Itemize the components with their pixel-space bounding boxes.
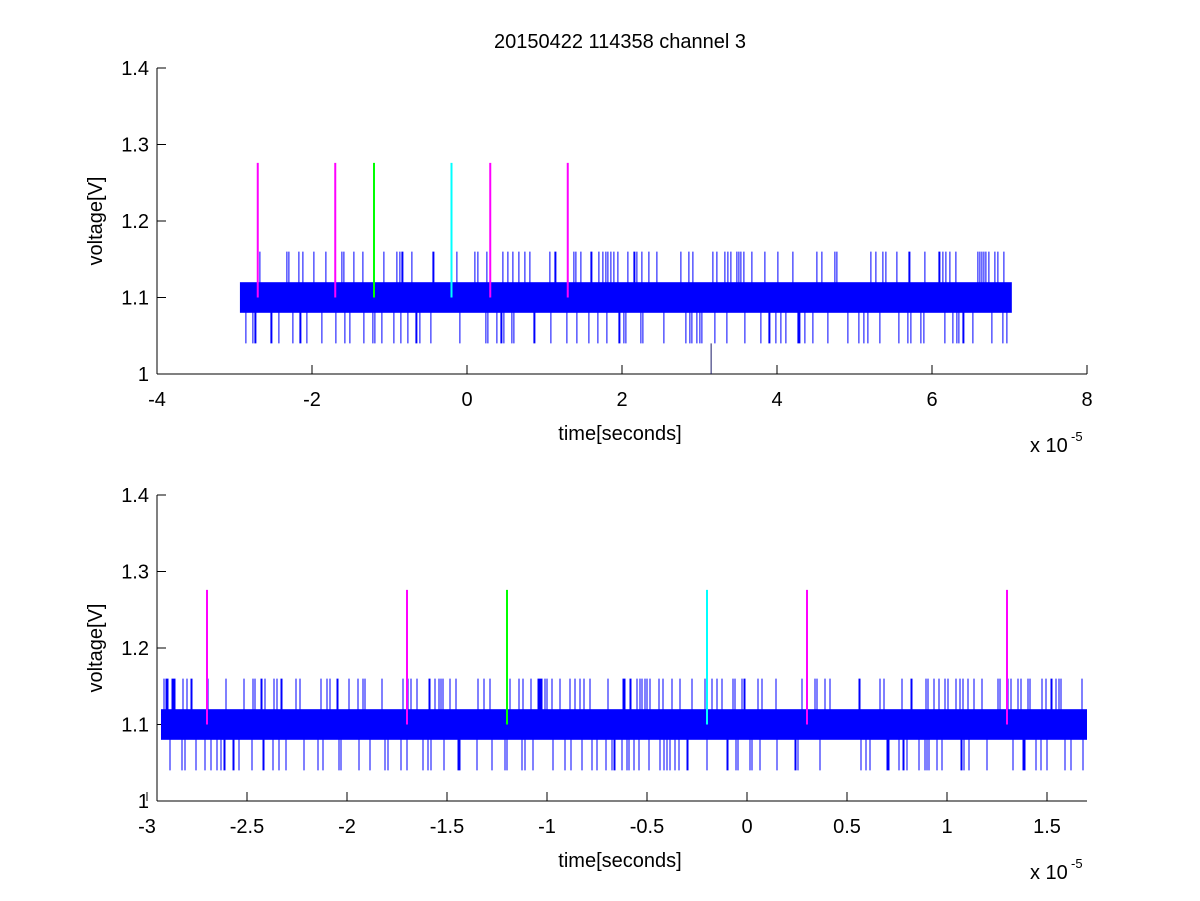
x-tick-label: -2 — [338, 816, 356, 838]
figure-title: 20150422 114358 channel 3 — [494, 31, 746, 53]
x-tick-label: 4 — [771, 389, 782, 411]
x-tick-label: -0.5 — [630, 816, 664, 838]
x-tick-label: -4 — [148, 389, 166, 411]
x-axis-label: time[seconds] — [558, 423, 681, 445]
y-tick-label: 1.3 — [121, 135, 149, 157]
signal-trace — [239, 251, 1012, 374]
x-tick-label: 1.5 — [1033, 816, 1061, 838]
x-tick-label: -2 — [303, 389, 321, 411]
y-tick-label: 1.2 — [121, 638, 149, 660]
x-tick-label: 1 — [941, 816, 952, 838]
y-tick-label: 1.2 — [121, 211, 149, 233]
x-tick-label: -3 — [138, 816, 156, 838]
x-tick-label: 6 — [926, 389, 937, 411]
signal-trace — [161, 678, 1087, 771]
x-tick-label: 0 — [741, 816, 752, 838]
y-tick-label: 1 — [138, 364, 149, 386]
x-tick-label: -1 — [538, 816, 556, 838]
y-tick-label: 1.1 — [121, 288, 149, 310]
x-tick-label: -1.5 — [430, 816, 464, 838]
x-tick-label: -2.5 — [230, 816, 264, 838]
x-tick-label: 8 — [1081, 389, 1092, 411]
y-tick-label: 1.4 — [121, 58, 149, 80]
y-tick-label: 1 — [138, 791, 149, 813]
x-tick-label: 0.5 — [833, 816, 861, 838]
x-exponent-label: x 10 — [1030, 435, 1068, 457]
y-tick-label: 1.1 — [121, 715, 149, 737]
x-tick-label: 2 — [616, 389, 627, 411]
x-exponent-power: -5 — [1071, 856, 1083, 871]
x-exponent-label: x 10 — [1030, 862, 1068, 884]
signal-spikes — [163, 678, 1084, 771]
x-exponent-power: -5 — [1071, 429, 1083, 444]
x-tick-label: 0 — [461, 389, 472, 411]
bottom-axes: 1 1.1 1.2 1.3 1.4 -3 -2.5 -2 -1.5 -1 -0.5 0 0.5 1 1.5 t… — [85, 485, 1087, 884]
y-tick-label: 1.4 — [121, 485, 149, 507]
y-tick-label: 1.3 — [121, 562, 149, 584]
y-axis-label: voltage[V] — [85, 604, 107, 693]
x-axis-label: time[seconds] — [558, 850, 681, 872]
y-axis-label: voltage[V] — [85, 177, 107, 266]
top-axes: 1 1.1 1.2 1.3 1.4 -4 -2 0 2 4 6 8 time[seconds] volta… — [85, 58, 1093, 457]
signal-spikes — [245, 251, 1008, 344]
